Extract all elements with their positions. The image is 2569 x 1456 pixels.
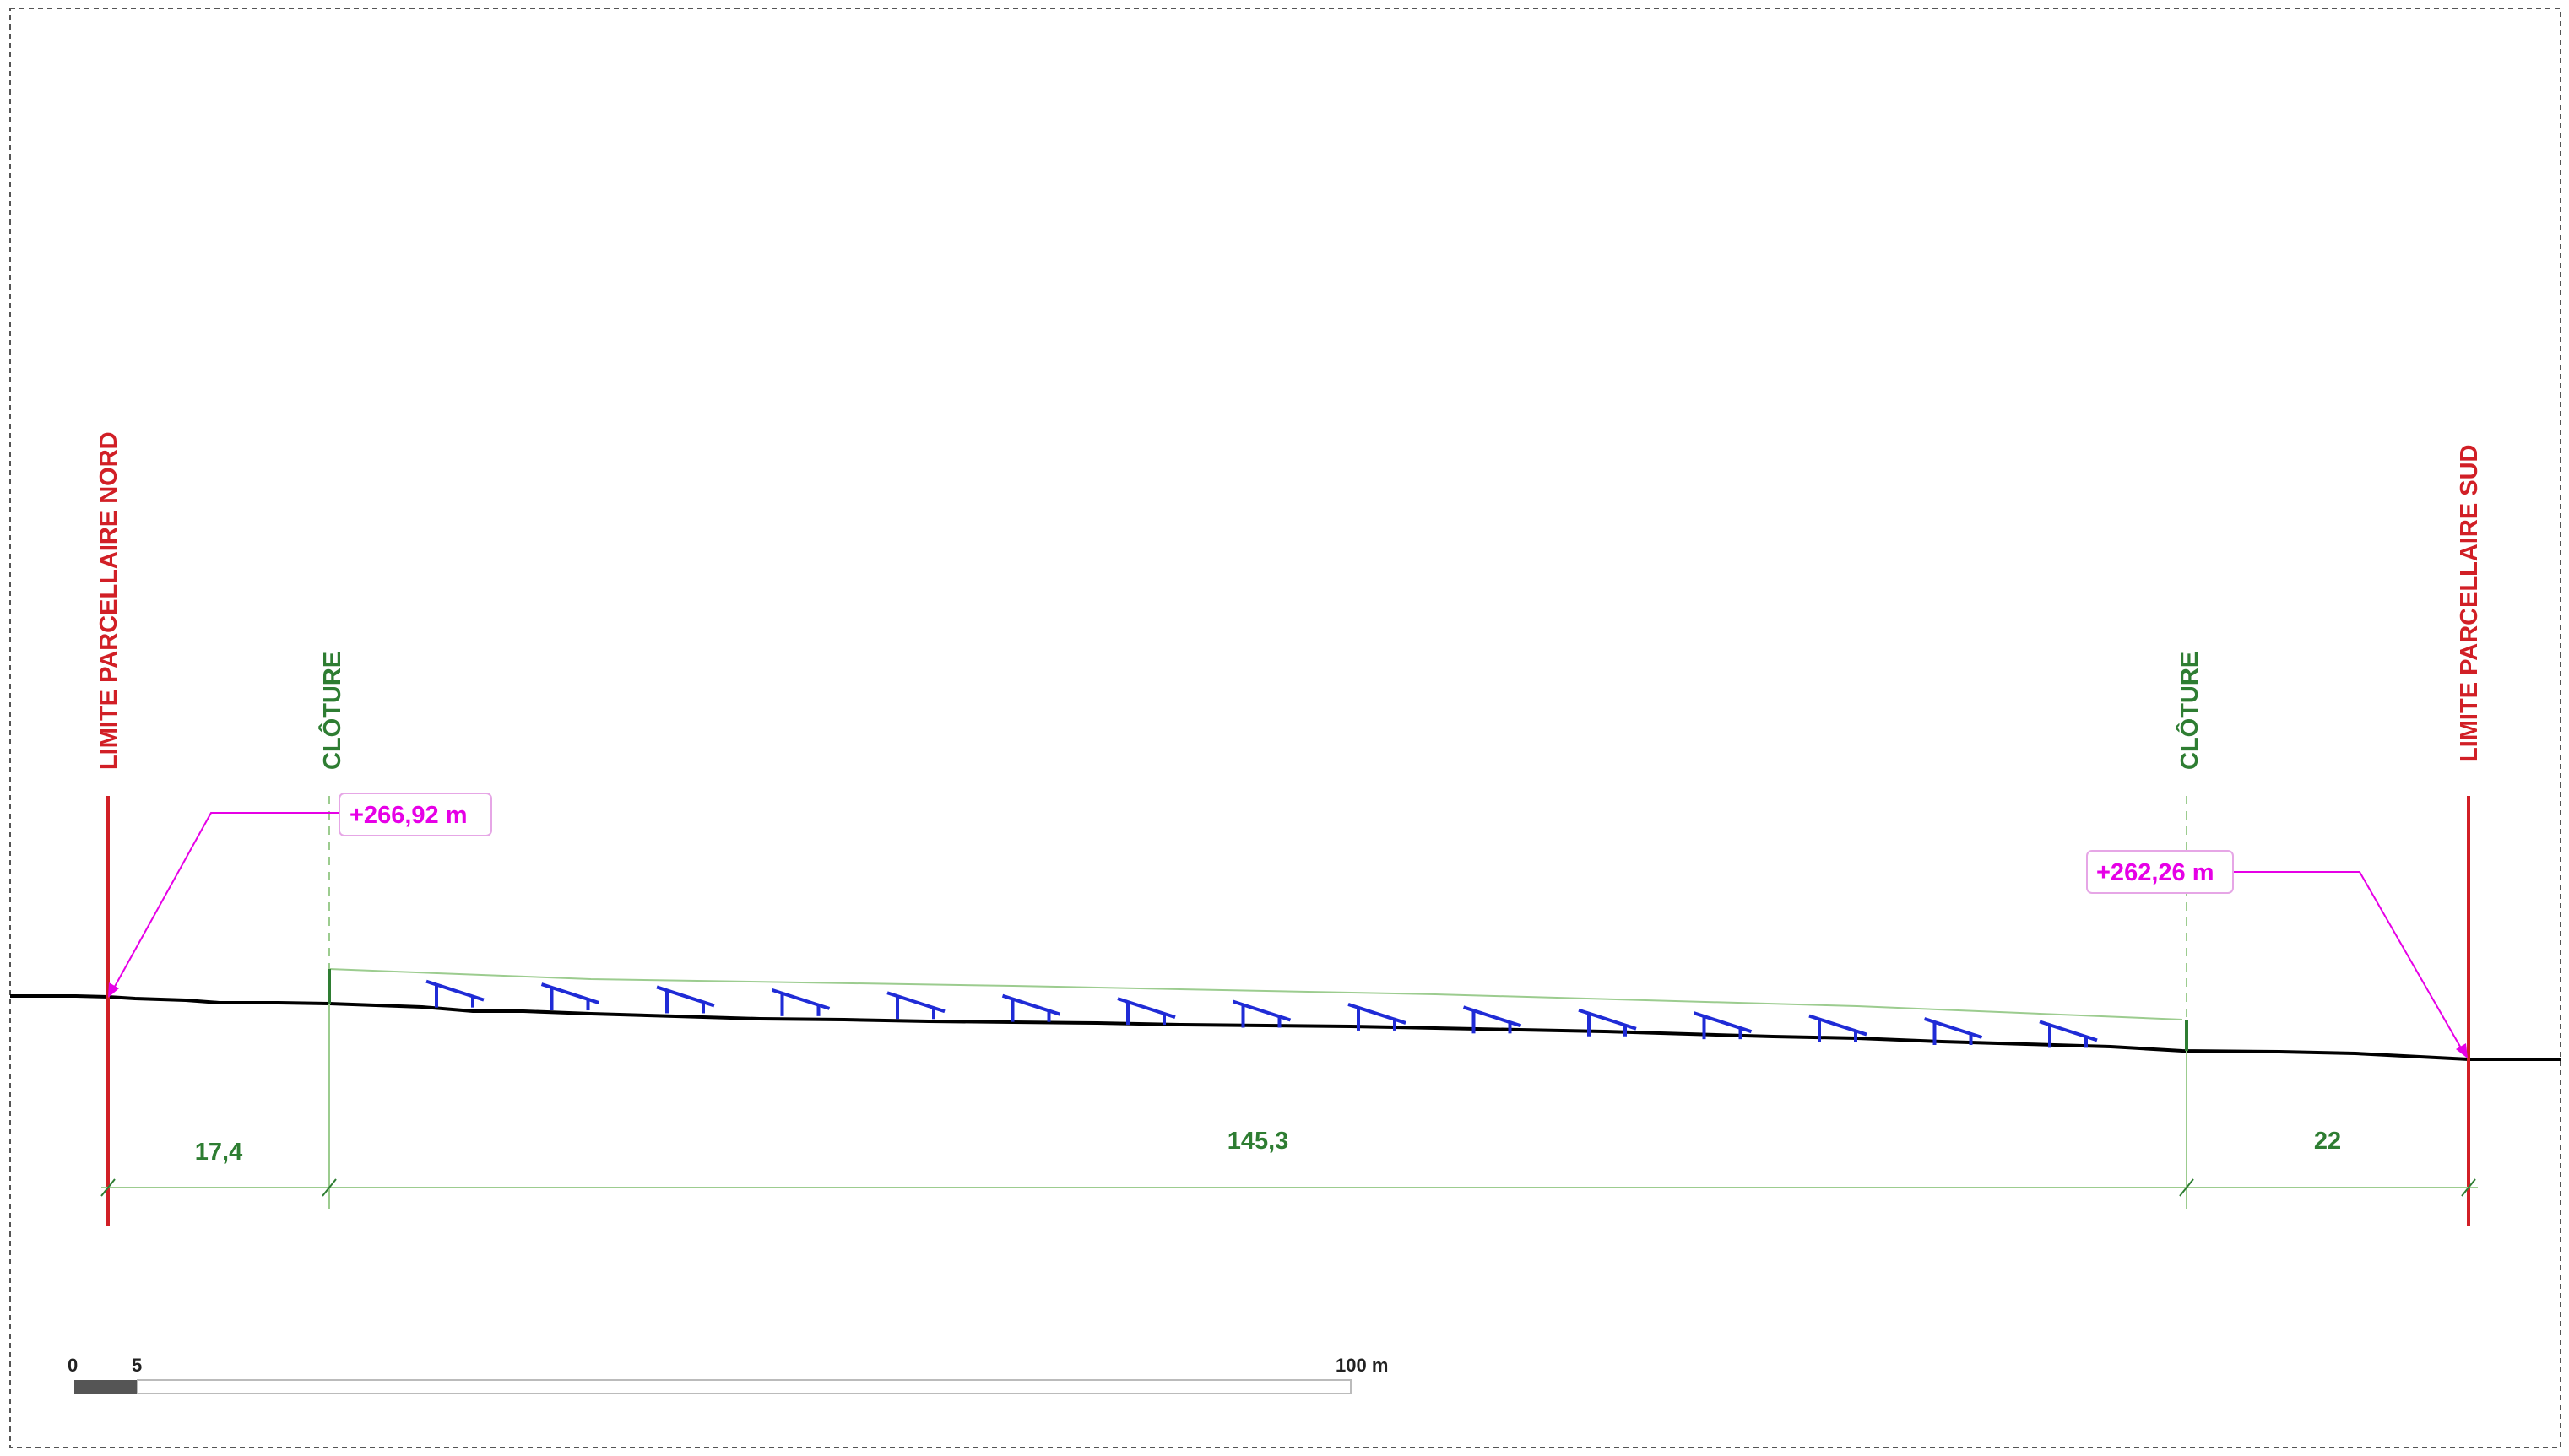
dimension-north-to-fence: 17,4 — [195, 1139, 242, 1166]
solar-panel-row — [1232, 999, 1292, 1028]
elevation-south-arrowhead — [2456, 1043, 2468, 1058]
scale-bar-five-label: 5 — [132, 1355, 142, 1376]
scale-bar-light-segment — [137, 1379, 1352, 1394]
scale-bar-zero-label: 0 — [68, 1355, 78, 1376]
solar-panel-row — [1578, 1008, 1637, 1037]
solar-panel-row — [425, 979, 485, 1008]
solar-panel-rows — [425, 979, 2098, 1048]
limit-north-label: LIMITE PARCELLAIRE NORD — [95, 431, 122, 770]
elevation-north-box — [339, 793, 492, 836]
elevation-north-arrowhead — [108, 982, 119, 998]
limit-south-label: LIMITE PARCELLAIRE SUD — [2456, 445, 2483, 762]
fence-left-label: CLÔTURE — [317, 652, 346, 770]
dimension-fence-to-fence: 145,3 — [1228, 1128, 1289, 1155]
solar-panel-row — [540, 982, 600, 1011]
scale-bar-end-label: 100 m — [1336, 1355, 1388, 1376]
solar-panel-row — [1001, 993, 1061, 1022]
solar-panel-row — [1117, 997, 1176, 1026]
scale-bar-dark-segment — [74, 1380, 138, 1394]
solar-panel-row — [886, 991, 946, 1020]
dimension-tick-north — [100, 1178, 116, 1197]
panel-envelope-line — [328, 968, 2183, 1020]
solar-panel-row — [1462, 1005, 1522, 1034]
dimension-tick-fence-left — [322, 1178, 337, 1197]
fence-right-label: CLÔTURE — [2175, 652, 2203, 770]
solar-panel-row — [1347, 1003, 1406, 1031]
dimension-tick-south — [2461, 1178, 2476, 1197]
scale-bar: 0 5 100 m — [68, 1355, 1388, 1394]
solar-panel-row — [1693, 1011, 1753, 1040]
terrain-profile — [10, 994, 2561, 1061]
dimension-fence-to-south: 22 — [2314, 1128, 2341, 1155]
solar-panel-row — [656, 985, 715, 1014]
solar-panel-row — [2039, 1020, 2098, 1048]
elevation-north-value: +266,92 m — [350, 802, 467, 829]
solar-panel-row — [1808, 1014, 1867, 1042]
elevation-south-leader — [2233, 871, 2463, 1052]
elevation-north-leader — [111, 812, 339, 992]
solar-panel-row — [771, 988, 831, 1016]
solar-panel-row — [1923, 1017, 1983, 1045]
drawing-frame — [9, 8, 2561, 1448]
elevation-south-value: +262,26 m — [2096, 859, 2214, 886]
elevation-south-box — [2086, 850, 2234, 894]
dimension-tick-fence-right — [2179, 1178, 2194, 1197]
